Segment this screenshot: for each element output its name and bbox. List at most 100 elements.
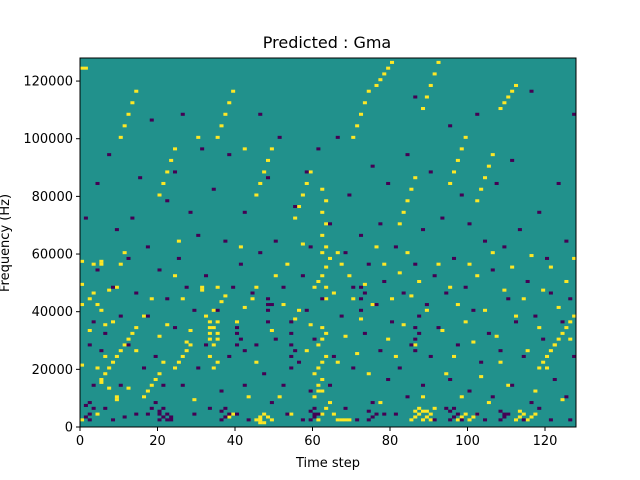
heatmap-cell-high [161, 181, 166, 185]
heatmap-cell-low [537, 406, 542, 410]
heatmap-cell-high [556, 337, 561, 341]
plot-area [79, 57, 577, 428]
heatmap-cell-high [459, 415, 464, 419]
heatmap-cell-low [235, 412, 240, 416]
heatmap-cell-high [452, 170, 457, 174]
heatmap-cell-low [378, 349, 383, 353]
heatmap-cell-high [483, 176, 488, 180]
heatmap-cell-high [211, 308, 216, 312]
heatmap-cell-high [273, 274, 278, 278]
heatmap-cell-high [200, 288, 205, 292]
heatmap-cell-high [541, 360, 546, 364]
heatmap-cell-high [417, 279, 422, 284]
heatmap-cell-low [238, 337, 243, 341]
heatmap-cell-high [362, 101, 367, 105]
heatmap-cell-high [533, 412, 538, 416]
heatmap-cell-high [568, 337, 573, 341]
heatmap-cell-high [463, 412, 468, 416]
heatmap-cell-low [134, 412, 139, 416]
heatmap-cell-high [486, 401, 491, 405]
heatmap-cell-low [91, 320, 96, 324]
heatmap-cell-high [238, 245, 243, 249]
heatmap-cell-high [320, 360, 325, 364]
heatmap-cell-low [297, 360, 302, 364]
heatmap-cell-high [324, 297, 329, 301]
heatmap-cell-high [432, 72, 437, 76]
heatmap-cell-low [266, 320, 271, 324]
heatmap-cell-high [351, 297, 356, 301]
heatmap-cell-low [502, 412, 507, 416]
heatmap-cell-high [320, 210, 325, 214]
heatmap-cell-high [165, 323, 170, 327]
heatmap-cell-high [269, 147, 274, 151]
heatmap-cell-high [316, 366, 321, 370]
heatmap-cell-low [304, 308, 309, 312]
heatmap-cell-low [308, 409, 313, 413]
heatmap-cell-low [130, 216, 135, 220]
heatmap-cell-high [382, 262, 387, 266]
heatmap-cell-high [103, 354, 108, 358]
heatmap-cell-high [258, 418, 263, 422]
y-tick-label: 20000 [32, 363, 73, 378]
heatmap-cell-high [436, 60, 441, 64]
heatmap-cell-low [145, 412, 150, 416]
heatmap-cell-low [374, 303, 379, 307]
heatmap-cell-high [114, 285, 119, 289]
x-tick-label: 20 [149, 434, 166, 449]
heatmap-cell-low [386, 181, 391, 185]
heatmap-cell-low [219, 409, 224, 413]
heatmap-cell-low [238, 262, 243, 266]
heatmap-cell-low [231, 285, 236, 289]
heatmap-cell-high [103, 372, 108, 376]
heatmap-cell-high [242, 147, 247, 151]
heatmap-cell-high [188, 343, 193, 347]
heatmap-cell-high [517, 409, 522, 413]
heatmap-cell-high [122, 251, 127, 255]
heatmap-cell-low [413, 337, 418, 341]
heatmap-cell-low [514, 320, 519, 324]
heatmap-cell-high [320, 274, 325, 278]
heatmap-cell-high [568, 320, 573, 324]
heatmap-cell-high [320, 233, 325, 237]
heatmap-cell-high [475, 199, 480, 203]
heatmap-cell-low [269, 303, 274, 307]
heatmap-cell-high [378, 78, 383, 82]
heatmap-cell-high [490, 153, 495, 157]
x-tick-label: 120 [533, 434, 558, 449]
heatmap-cell-low [525, 279, 530, 284]
heatmap-cell-low [165, 199, 170, 203]
heatmap-cell-high [324, 265, 329, 269]
heatmap-cell-high [176, 360, 181, 364]
heatmap-cell-high [316, 279, 321, 284]
heatmap-cell-high [308, 170, 313, 174]
heatmap-cell-high [498, 360, 503, 364]
chart-title: Predicted : Gma [263, 33, 391, 52]
heatmap-background [80, 58, 576, 427]
heatmap-cell-high [227, 101, 232, 105]
heatmap-cell-low [455, 412, 460, 416]
heatmap-cell-high [335, 360, 340, 364]
heatmap-cell-high [111, 320, 116, 324]
heatmap-cell-low [165, 297, 170, 301]
heatmap-cell-high [390, 297, 395, 301]
heatmap-cell-low [374, 412, 379, 416]
heatmap-cell-high [215, 285, 220, 289]
heatmap-cell-low [107, 153, 112, 157]
heatmap-cell-low [510, 383, 515, 387]
heatmap-cell-low [448, 124, 453, 128]
heatmap-cell-high [250, 297, 255, 301]
heatmap-cell-high [455, 418, 460, 422]
heatmap-cell-low [421, 228, 426, 232]
heatmap-cell-low [161, 415, 166, 419]
heatmap-cell-high [293, 216, 298, 220]
heatmap-cell-low [258, 112, 263, 116]
heatmap-cell-high [80, 418, 85, 422]
heatmap-cell-low [459, 418, 464, 422]
heatmap-cell-low [359, 233, 364, 237]
heatmap-cell-low [111, 418, 116, 422]
heatmap-cell-low [335, 135, 340, 139]
heatmap-cell-high [173, 366, 178, 370]
heatmap-cell-high [219, 300, 224, 304]
heatmap-cell-low [366, 262, 371, 266]
heatmap-cell-high [428, 83, 433, 87]
